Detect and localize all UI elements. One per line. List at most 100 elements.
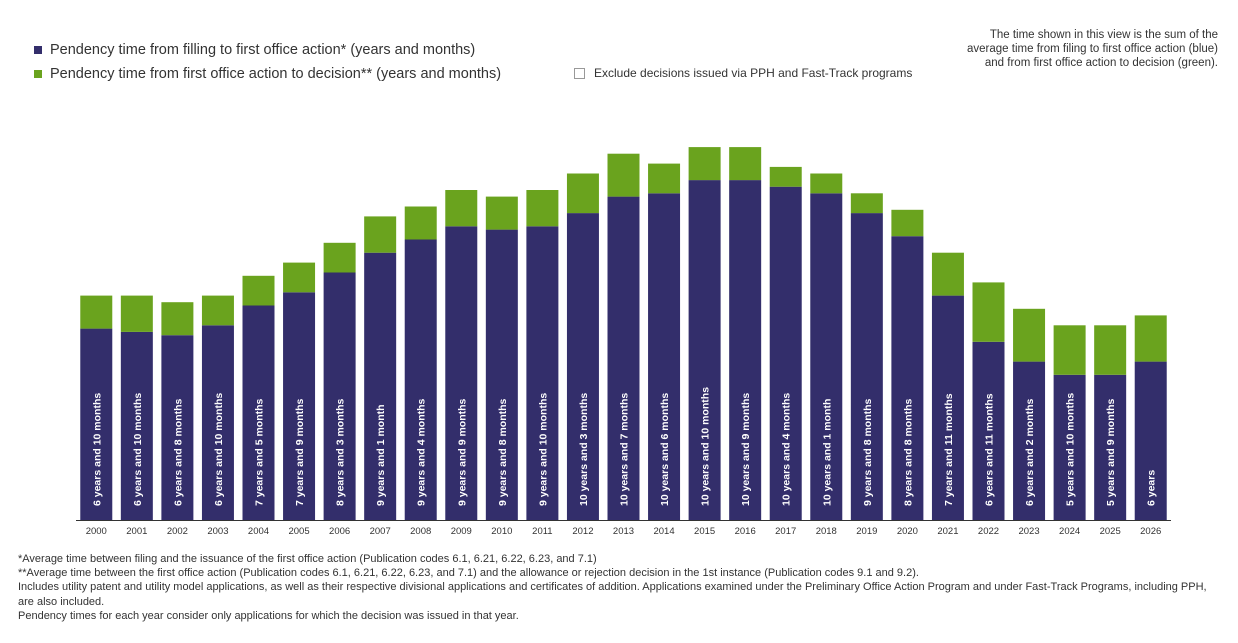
bar-decision-2008[interactable]: [404, 206, 437, 240]
bar-first-action-2009[interactable]: [445, 226, 478, 521]
bar-label-2002: 6 years and 8 months: [172, 398, 184, 506]
bar-first-action-2002[interactable]: [161, 335, 194, 520]
bar-decision-2009[interactable]: [445, 190, 478, 227]
bar-decision-2024[interactable]: [1053, 325, 1086, 375]
bar-decision-2026[interactable]: [1134, 315, 1167, 362]
bar-decision-2023[interactable]: [1013, 308, 1046, 362]
bar-decision-2018[interactable]: [810, 173, 843, 194]
bar-decision-2004[interactable]: [242, 275, 275, 306]
bar-group-2013[interactable]: 10 years and 7 months 2013: [607, 153, 640, 537]
bar-group-2002[interactable]: 6 years and 8 months 2002: [161, 302, 194, 537]
bar-group-2004[interactable]: 7 years and 5 months 2004: [242, 275, 275, 537]
bar-decision-2025[interactable]: [1094, 325, 1127, 375]
bar-group-2023[interactable]: 6 years and 2 months 2023: [1013, 308, 1046, 537]
bar-group-2010[interactable]: 9 years and 8 months 2010: [485, 196, 518, 537]
bar-decision-2010[interactable]: [485, 196, 518, 230]
bar-first-action-2005[interactable]: [283, 292, 316, 520]
bar-first-action-2006[interactable]: [323, 272, 356, 521]
bar-decision-2017[interactable]: [769, 166, 802, 187]
bar-first-action-2020[interactable]: [891, 236, 924, 520]
bar-label-2019: 9 years and 8 months: [862, 398, 874, 506]
bar-decision-2005[interactable]: [283, 262, 316, 293]
x-tick-label-2012: 2012: [572, 526, 593, 537]
sum-note-line: The time shown in this view is the sum o…: [989, 29, 1218, 41]
bar-first-action-2008[interactable]: [404, 239, 437, 521]
bar-decision-2021[interactable]: [931, 252, 964, 296]
bar-label-2011: 9 years and 10 months: [537, 393, 549, 506]
bar-first-action-2016[interactable]: [729, 180, 762, 520]
bar-group-2015[interactable]: 10 years and 10 months 2015: [688, 147, 721, 537]
bar-first-action-2021[interactable]: [931, 295, 964, 520]
bar-decision-2002[interactable]: [161, 302, 194, 336]
bar-first-action-2024[interactable]: [1053, 374, 1086, 520]
exclude-pph-checkbox[interactable]: [574, 67, 585, 79]
bar-label-2014: 10 years and 6 months: [659, 393, 671, 506]
bar-group-2022[interactable]: 6 years and 11 months 2022: [972, 282, 1005, 537]
bar-decision-2019[interactable]: [850, 193, 883, 214]
bar-group-2008[interactable]: 9 years and 4 months 2008: [404, 206, 437, 538]
bar-first-action-2012[interactable]: [566, 213, 599, 520]
bar-decision-2011[interactable]: [526, 190, 559, 227]
bar-group-2005[interactable]: 7 years and 9 months 2005: [283, 262, 316, 537]
bar-group-2014[interactable]: 10 years and 6 months 2014: [648, 163, 681, 537]
bar-decision-2007[interactable]: [364, 216, 397, 253]
bar-first-action-2014[interactable]: [648, 193, 681, 521]
bar-decision-2001[interactable]: [120, 295, 153, 332]
bar-first-action-2018[interactable]: [810, 193, 843, 521]
bar-group-2017[interactable]: 10 years and 4 months 2017: [769, 166, 802, 537]
bar-group-2011[interactable]: 9 years and 10 months 2011: [526, 190, 559, 537]
bar-decision-2014[interactable]: [648, 163, 681, 194]
bar-first-action-2025[interactable]: [1094, 374, 1127, 520]
x-tick-label-2025: 2025: [1100, 526, 1121, 537]
bar-group-2016[interactable]: 10 years and 9 months 2016: [729, 147, 762, 537]
bar-first-action-2013[interactable]: [607, 196, 640, 520]
bar-label-2023: 6 years and 2 months: [1024, 398, 1036, 506]
bar-decision-2012[interactable]: [566, 173, 599, 214]
bar-first-action-2001[interactable]: [120, 331, 153, 520]
bar-label-2017: 10 years and 4 months: [781, 393, 793, 506]
bar-first-action-2022[interactable]: [972, 341, 1005, 520]
bar-decision-2020[interactable]: [891, 209, 924, 237]
x-tick-label-2024: 2024: [1059, 526, 1080, 537]
bar-label-2001: 6 years and 10 months: [132, 393, 144, 506]
bar-group-2000[interactable]: 6 years and 10 months 2000: [80, 295, 113, 537]
bar-group-2007[interactable]: 9 years and 1 month 2007: [364, 216, 397, 537]
bar-group-2009[interactable]: 9 years and 9 months 2009: [445, 190, 478, 537]
bar-decision-2000[interactable]: [80, 295, 113, 329]
bar-first-action-2017[interactable]: [769, 186, 802, 520]
bar-first-action-2011[interactable]: [526, 226, 559, 521]
bar-group-2018[interactable]: 10 years and 1 month 2018: [810, 173, 843, 538]
bar-decision-2003[interactable]: [201, 295, 234, 326]
legend-item-decision[interactable]: Pendency time from first office action t…: [34, 62, 501, 86]
bar-first-action-2026[interactable]: [1134, 361, 1167, 520]
legend-item-first-action[interactable]: Pendency time from filling to first offi…: [34, 38, 501, 62]
bar-first-action-2010[interactable]: [485, 229, 518, 520]
bar-first-action-2007[interactable]: [364, 252, 397, 520]
exclude-pph-toggle[interactable]: Exclude decisions issued via PPH and Fas…: [574, 66, 912, 80]
bar-group-2021[interactable]: 7 years and 11 months 2021: [931, 252, 964, 537]
bar-decision-2016[interactable]: [729, 147, 762, 181]
bar-first-action-2023[interactable]: [1013, 361, 1046, 520]
bar-decision-2006[interactable]: [323, 242, 356, 273]
bar-first-action-2019[interactable]: [850, 213, 883, 520]
bar-group-2020[interactable]: 8 years and 8 months 2020: [891, 209, 924, 537]
bar-first-action-2000[interactable]: [80, 328, 113, 520]
footnote: Pendency times for each year consider on…: [18, 609, 519, 622]
bar-decision-2022[interactable]: [972, 282, 1005, 342]
bar-group-2025[interactable]: 5 years and 9 months 2025: [1094, 325, 1127, 537]
bar-group-2012[interactable]: 10 years and 3 months 2012: [566, 173, 599, 538]
chart-legend: Pendency time from filling to first offi…: [34, 38, 501, 86]
bar-group-2019[interactable]: 9 years and 8 months 2019: [850, 193, 883, 537]
bar-group-2001[interactable]: 6 years and 10 months 2001: [120, 295, 153, 537]
bar-group-2003[interactable]: 6 years and 10 months 2003: [201, 295, 234, 537]
bar-decision-2015[interactable]: [688, 147, 721, 181]
bar-label-2006: 8 years and 3 months: [335, 398, 347, 506]
x-tick-label-2020: 2020: [897, 526, 918, 537]
bar-first-action-2015[interactable]: [688, 180, 721, 520]
bar-group-2006[interactable]: 8 years and 3 months 2006: [323, 242, 356, 537]
bar-first-action-2004[interactable]: [242, 305, 275, 521]
bar-group-2026[interactable]: 6 years 2026: [1134, 315, 1167, 537]
bar-decision-2013[interactable]: [607, 153, 640, 197]
bar-group-2024[interactable]: 5 years and 10 months 2024: [1053, 325, 1086, 537]
bar-first-action-2003[interactable]: [201, 325, 234, 520]
